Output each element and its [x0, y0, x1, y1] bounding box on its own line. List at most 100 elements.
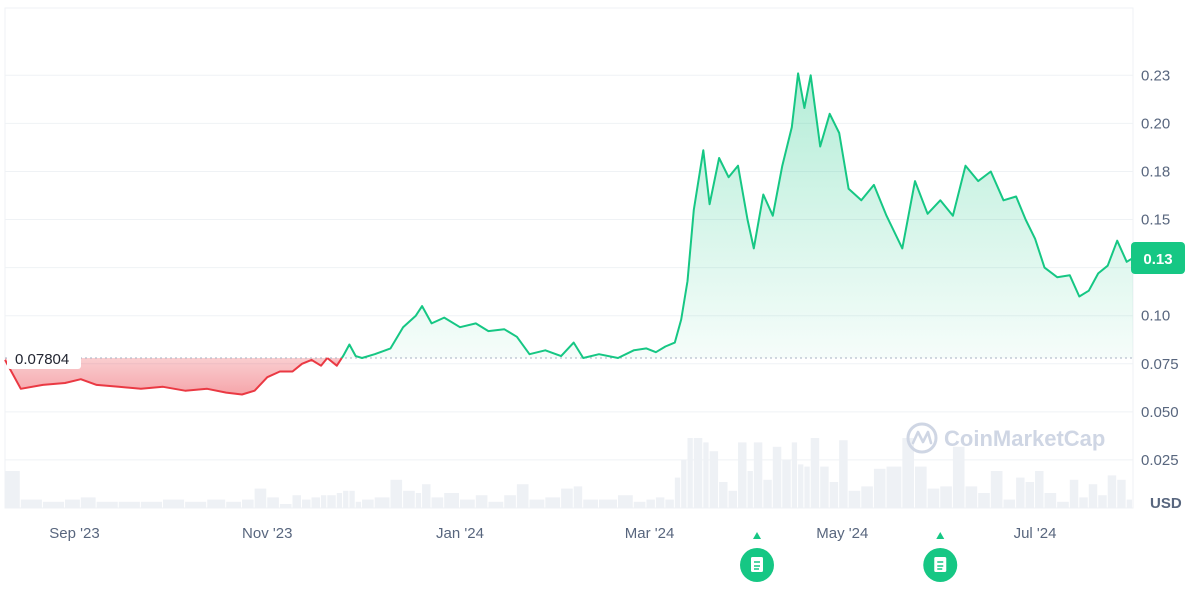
volume-bar: [267, 497, 279, 508]
volume-bar: [162, 499, 185, 508]
data-point: [717, 156, 721, 160]
volume-bar: [810, 438, 820, 508]
area-below-baseline: [5, 358, 328, 395]
volume-bar: [415, 493, 422, 508]
data-point: [746, 218, 750, 222]
line-segment-up: [340, 72, 1134, 359]
volume-bar: [1126, 499, 1132, 508]
data-point: [1014, 194, 1018, 198]
data-point: [1125, 260, 1129, 264]
volume-bar: [646, 499, 655, 508]
volume-bar: [599, 499, 617, 508]
data-point: [663, 344, 667, 348]
line-segment-down: [326, 357, 343, 367]
volume-bar: [952, 446, 965, 508]
y-tick-label: 0.050: [1141, 404, 1179, 421]
data-point: [1043, 266, 1047, 270]
data-point: [616, 356, 620, 360]
volume-bar: [583, 499, 599, 508]
y-tick-label: 0.18: [1141, 163, 1170, 180]
news-marker-icon[interactable]: [740, 532, 774, 582]
data-point: [278, 369, 282, 373]
x-tick-label: Jan '24: [436, 525, 484, 542]
volume-bar: [978, 493, 990, 508]
data-point: [964, 164, 968, 168]
series-lines: [4, 72, 1134, 396]
volume-bar: [927, 488, 940, 508]
data-point: [183, 389, 187, 393]
data-point: [291, 369, 295, 373]
x-tick-label: May '24: [816, 525, 868, 542]
volume-bar: [665, 499, 674, 508]
current-price-tag: 0.13: [1131, 242, 1185, 274]
volume-bar: [459, 499, 475, 508]
volume-bar: [488, 501, 504, 508]
data-point: [913, 179, 917, 183]
data-point: [430, 321, 434, 325]
data-point: [859, 198, 863, 202]
volume-bar: [311, 497, 320, 508]
volume-bar: [1035, 471, 1044, 508]
data-point: [420, 304, 424, 308]
volume-bar: [65, 499, 80, 508]
data-point: [673, 341, 677, 345]
volume-bar: [763, 479, 772, 508]
data-point: [1024, 218, 1028, 222]
data-point: [926, 212, 930, 216]
volume-bar: [226, 501, 241, 508]
volume-bar: [20, 499, 42, 508]
watermark: CoinMarketCap: [906, 422, 1105, 454]
data-point: [847, 187, 851, 191]
volume-bar: [5, 471, 20, 508]
data-point: [442, 316, 446, 320]
volume-bar: [1003, 499, 1016, 508]
volume-bar: [1025, 482, 1035, 508]
data-point: [341, 354, 345, 358]
data-point: [388, 346, 392, 350]
data-point: [1106, 264, 1110, 268]
volume-bar: [829, 482, 839, 508]
data-point: [1033, 237, 1037, 241]
volume-bar: [140, 501, 162, 508]
data-point: [872, 183, 876, 187]
volume-bar: [861, 486, 873, 508]
data-point: [1087, 289, 1091, 293]
baseline-label: 0.07804: [15, 351, 69, 368]
data-point: [458, 325, 462, 329]
volume-bar: [914, 466, 927, 508]
volume-bar: [516, 484, 529, 508]
data-point: [736, 164, 740, 168]
data-point: [414, 314, 418, 318]
data-point: [373, 352, 377, 356]
data-point: [809, 73, 813, 77]
volume-bar: [703, 442, 709, 508]
area-above-baseline: [341, 73, 1133, 359]
data-point: [335, 364, 339, 368]
volume-bar: [374, 497, 390, 508]
x-tick-label: Jul '24: [1014, 525, 1057, 542]
volume-bar: [709, 451, 719, 508]
y-tick-label: 0.10: [1141, 308, 1170, 325]
volume-bar: [1107, 475, 1117, 508]
data-point: [885, 214, 889, 218]
data-point: [253, 389, 257, 393]
volume-bar: [320, 495, 327, 508]
data-point: [938, 198, 942, 202]
data-point: [780, 164, 784, 168]
volume-bar: [940, 486, 952, 508]
volume-bar: [687, 438, 693, 508]
data-point: [989, 169, 993, 173]
data-point: [79, 377, 83, 381]
data-point: [837, 131, 841, 135]
data-point: [761, 193, 765, 197]
volume-bar: [990, 471, 1003, 508]
x-tick-label: Nov '23: [242, 525, 292, 542]
volume-bar: [96, 501, 118, 508]
data-point: [727, 175, 731, 179]
y-tick-label: 0.15: [1141, 212, 1170, 229]
volume-bar: [728, 490, 738, 508]
news-marker-icon[interactable]: [923, 532, 958, 582]
data-point: [752, 246, 756, 250]
data-point: [581, 356, 585, 360]
